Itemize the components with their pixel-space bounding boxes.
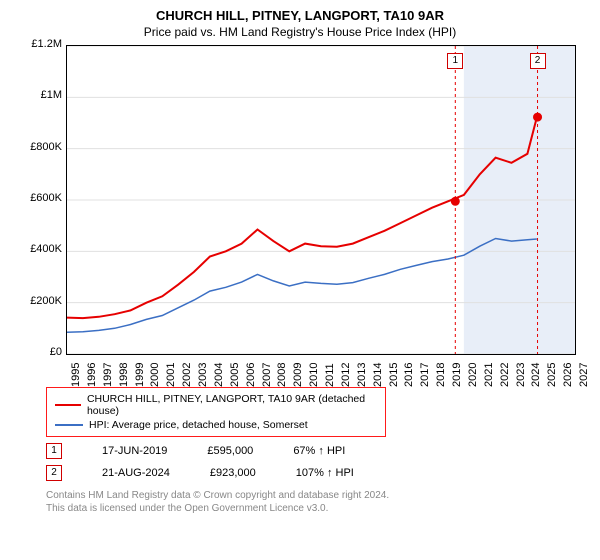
x-tick-label: 2026 (562, 363, 574, 387)
x-tick-label: 2009 (292, 363, 304, 387)
sale-date: 21-AUG-2024 (102, 467, 170, 479)
chart-area: £0£200K£400K£600K£800K£1M£1.2M 199519961… (16, 45, 576, 385)
x-tick-label: 2012 (340, 363, 352, 387)
sale-delta: 67% ↑ HPI (293, 445, 345, 457)
sale-delta: 107% ↑ HPI (296, 467, 354, 479)
x-tick-label: 2017 (419, 363, 431, 387)
x-tick-label: 2022 (499, 363, 511, 387)
y-tick-label: £400K (16, 243, 62, 255)
legend-item: CHURCH HILL, PITNEY, LANGPORT, TA10 9AR … (55, 392, 377, 418)
x-tick-label: 1996 (86, 363, 98, 387)
x-tick-label: 2015 (388, 363, 400, 387)
x-tick-label: 2006 (245, 363, 257, 387)
legend-item: HPI: Average price, detached house, Some… (55, 418, 377, 432)
x-tick-label: 2016 (403, 363, 415, 387)
x-tick-label: 1999 (134, 363, 146, 387)
x-tick-label: 2004 (213, 363, 225, 387)
x-tick-label: 2019 (451, 363, 463, 387)
x-tick-label: 2003 (197, 363, 209, 387)
chart-title: CHURCH HILL, PITNEY, LANGPORT, TA10 9AR (10, 8, 590, 23)
sale-date: 17-JUN-2019 (102, 445, 167, 457)
x-tick-label: 2020 (467, 363, 479, 387)
x-tick-label: 2013 (356, 363, 368, 387)
y-tick-label: £600K (16, 192, 62, 204)
chart-subtitle: Price paid vs. HM Land Registry's House … (10, 25, 590, 39)
legend-box: CHURCH HILL, PITNEY, LANGPORT, TA10 9AR … (46, 387, 386, 437)
legend-label: HPI: Average price, detached house, Some… (89, 419, 308, 431)
y-tick-label: £200K (16, 295, 62, 307)
y-tick-label: £1.2M (16, 38, 62, 50)
y-tick-label: £800K (16, 141, 62, 153)
chart-container: CHURCH HILL, PITNEY, LANGPORT, TA10 9AR … (0, 0, 600, 560)
sale-badge: 1 (46, 443, 62, 459)
x-tick-label: 2002 (181, 363, 193, 387)
footer-line-2: This data is licensed under the Open Gov… (46, 502, 590, 515)
x-tick-label: 2007 (261, 363, 273, 387)
x-tick-label: 2021 (483, 363, 495, 387)
legend-swatch (55, 424, 83, 426)
x-tick-label: 1995 (70, 363, 82, 387)
sale-marker-badge: 1 (447, 53, 463, 69)
x-tick-label: 2025 (546, 363, 558, 387)
x-tick-label: 1997 (102, 363, 114, 387)
x-tick-label: 2018 (435, 363, 447, 387)
x-tick-label: 2014 (372, 363, 384, 387)
y-tick-label: £0 (16, 346, 62, 358)
x-tick-label: 2023 (515, 363, 527, 387)
x-tick-label: 2010 (308, 363, 320, 387)
sale-badge: 2 (46, 465, 62, 481)
plot-region (66, 45, 576, 355)
plot-svg (67, 46, 575, 354)
sale-price: £923,000 (210, 467, 256, 479)
x-tick-label: 2024 (530, 363, 542, 387)
x-tick-label: 2001 (165, 363, 177, 387)
x-tick-label: 2027 (578, 363, 590, 387)
x-tick-label: 2005 (229, 363, 241, 387)
legend-label: CHURCH HILL, PITNEY, LANGPORT, TA10 9AR … (87, 393, 377, 417)
sale-row: 2 21-AUG-2024 £923,000 107% ↑ HPI (46, 465, 590, 481)
sale-marker-badge: 2 (530, 53, 546, 69)
footer-line-1: Contains HM Land Registry data © Crown c… (46, 489, 590, 502)
x-tick-label: 2011 (324, 363, 336, 387)
y-tick-label: £1M (16, 89, 62, 101)
footer-text: Contains HM Land Registry data © Crown c… (46, 489, 590, 515)
x-tick-label: 2000 (149, 363, 161, 387)
legend-swatch (55, 404, 81, 406)
sales-table: 1 17-JUN-2019 £595,000 67% ↑ HPI 2 21-AUG-202… (10, 443, 590, 481)
sale-price: £595,000 (207, 445, 253, 457)
x-tick-label: 2008 (276, 363, 288, 387)
x-tick-label: 1998 (118, 363, 130, 387)
sale-row: 1 17-JUN-2019 £595,000 67% ↑ HPI (46, 443, 590, 459)
